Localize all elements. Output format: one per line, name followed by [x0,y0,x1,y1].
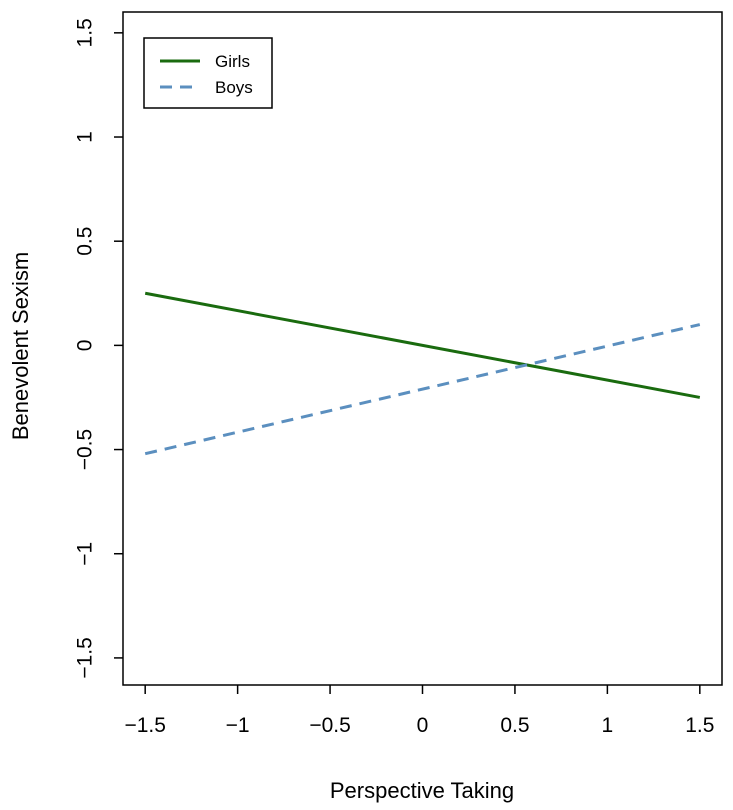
y-tick-label: −1.5 [74,637,97,678]
y-tick-label: 1 [74,131,97,143]
legend-label-boys: Boys [215,78,253,97]
y-axis-title: Benevolent Sexism [8,252,33,440]
x-tick-label: −1.5 [124,714,165,737]
x-tick-label: −0.5 [309,714,350,737]
series-line-boys [144,323,701,456]
y-tick-label: 0.5 [74,227,97,256]
x-axis-title: Perspective Taking [330,778,514,803]
x-tick-label: 1 [602,714,614,737]
y-tick-label: −1 [74,542,97,566]
y-tick-label: 0 [74,340,97,352]
plot-box [122,11,723,686]
legend: Girls Boys [143,37,273,109]
x-tick-label: 1.5 [685,714,714,737]
x-tick-label: 0.5 [500,714,529,737]
y-tick-label: −0.5 [74,429,97,470]
legend-box [143,37,273,109]
x-tick-label: 0 [417,714,429,737]
x-tick-label: −1 [226,714,250,737]
legend-label-girls: Girls [215,52,250,71]
series-line-girls [144,291,701,399]
y-tick-label: 1.5 [74,18,97,47]
x-axis: −1.5 −1 −0.5 0 0.5 1 1.5 [124,685,714,737]
y-axis: −1.5 −1 −0.5 0 0.5 1 1.5 [74,18,123,679]
series-layer [144,291,701,456]
